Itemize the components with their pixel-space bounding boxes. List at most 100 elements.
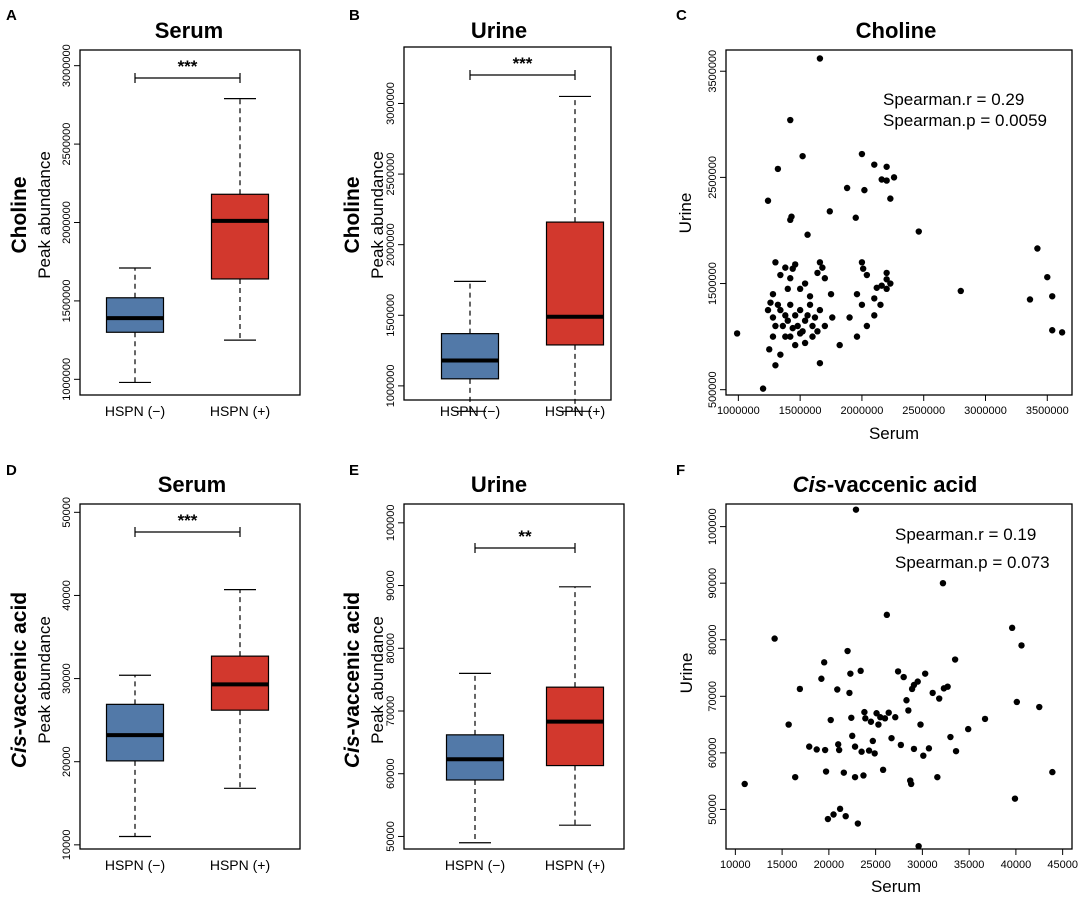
scatter-point <box>769 314 777 321</box>
x-tick-label: 10000 <box>720 859 751 871</box>
scatter-point <box>1049 327 1056 334</box>
scatter-point <box>792 312 799 319</box>
box-hspn-negative <box>440 333 500 380</box>
row-label: Cis-vaccenic acid <box>8 592 31 768</box>
scatter-point <box>826 208 833 215</box>
scatter-point <box>871 312 878 319</box>
scatter-point <box>782 312 789 319</box>
scatter-point <box>809 333 816 340</box>
scatter-point <box>1049 768 1056 776</box>
box-hspn-negative <box>105 297 165 333</box>
y-tick-label: 100000 <box>707 508 719 545</box>
scatter-point <box>782 333 789 340</box>
scatter-point <box>860 772 867 779</box>
plot-frame <box>725 49 1073 396</box>
scatter-point <box>929 689 936 697</box>
scatter-point <box>871 295 878 302</box>
scatter-point <box>822 768 830 775</box>
scatter-point <box>915 842 922 850</box>
scatter-point <box>821 275 829 282</box>
scatter-point <box>814 328 821 335</box>
x-tick-label: 2000000 <box>841 405 884 417</box>
y-tick-label: 90000 <box>707 568 719 599</box>
scatter-point <box>779 322 787 330</box>
scatter-point <box>883 177 890 184</box>
panel-label: B <box>349 7 360 24</box>
y-tick-label: 70000 <box>385 696 397 727</box>
scatter-point <box>816 359 824 367</box>
significance-stars: *** <box>178 511 198 530</box>
chart-title: Cis-vaccenic acid <box>793 472 978 497</box>
scatter-point <box>854 820 862 827</box>
panel-b: B Urine Choline Peak abundance 1000000 15… <box>341 7 612 419</box>
scatter-point <box>836 341 843 349</box>
scatter-point <box>852 214 859 221</box>
scatter-point <box>834 686 841 693</box>
scatter-point <box>816 306 824 314</box>
scatter-point <box>890 174 898 181</box>
scatter-point <box>1058 329 1066 336</box>
scatter-point <box>920 752 927 759</box>
row-label-rest: -vaccenic acid <box>341 592 364 736</box>
x-tick-label: HSPN (+) <box>210 857 270 873</box>
y-axis-label: Urine <box>677 653 696 694</box>
y-axis-label: Urine <box>676 193 695 234</box>
scatter-point <box>1049 293 1056 300</box>
scatter-point <box>801 339 809 347</box>
y-tick-label: 1500000 <box>385 294 397 337</box>
scatter-point <box>1018 642 1025 649</box>
scatter-point <box>777 271 784 279</box>
y-tick-label: 2000000 <box>385 223 397 266</box>
x-tick-label: 15000 <box>767 859 798 871</box>
scatter-point <box>861 708 868 716</box>
y-tick-label: 50000 <box>61 497 73 528</box>
scatter-point <box>859 265 867 272</box>
scatter-point <box>846 314 853 321</box>
scatter-point <box>1008 624 1016 632</box>
scatter-point <box>844 647 851 655</box>
panel-c: C Choline Serum Urine Spearman.r = 0.29 … <box>676 7 1073 443</box>
scatter-point <box>871 161 878 168</box>
y-tick-label: 3000000 <box>385 82 397 125</box>
scatter-point <box>947 733 954 741</box>
chart-title: Urine <box>471 472 527 497</box>
panel-e: E Urine Cis-vaccenic acid Peak abundance… <box>341 462 625 873</box>
scatter-point <box>772 259 779 266</box>
scatter-point <box>821 746 829 754</box>
scatter-point <box>782 264 789 271</box>
scatter-point <box>863 322 871 330</box>
x-tick-label: 30000 <box>907 859 938 871</box>
scatter-point <box>772 322 779 330</box>
plot-frame <box>403 503 625 850</box>
scatter-point <box>759 385 767 392</box>
scatter-point <box>769 290 777 298</box>
scatter-point <box>887 195 894 202</box>
scatter-point <box>1044 273 1051 281</box>
scatter-point <box>883 611 891 619</box>
scatter-point <box>784 317 791 324</box>
x-tick-label: HSPN (+) <box>545 857 605 873</box>
scatter-point <box>796 685 804 693</box>
x-axis-label: Serum <box>871 877 921 896</box>
scatter-point <box>900 673 907 681</box>
scatter-point <box>766 346 773 353</box>
chart-title: Choline <box>856 18 937 43</box>
scatter-point <box>733 330 741 337</box>
scatter-point <box>777 351 784 358</box>
scatter-point <box>867 718 875 725</box>
scatter-point <box>792 773 799 781</box>
panel-label: E <box>349 462 359 479</box>
y-axis-label: Peak abundance <box>368 151 387 279</box>
scatter-point <box>873 284 880 291</box>
panel-label: F <box>676 462 685 479</box>
scatter-point <box>789 324 796 332</box>
plot-frame <box>403 46 612 401</box>
scatter-point <box>840 769 848 776</box>
scatter-point <box>957 287 964 295</box>
scatter-point <box>863 271 871 279</box>
scatter-point <box>862 715 869 722</box>
scatter-point <box>934 773 941 781</box>
chart-title: Serum <box>155 18 223 43</box>
chart-title-italic: Cis <box>793 472 827 497</box>
scatter-point <box>852 506 860 513</box>
